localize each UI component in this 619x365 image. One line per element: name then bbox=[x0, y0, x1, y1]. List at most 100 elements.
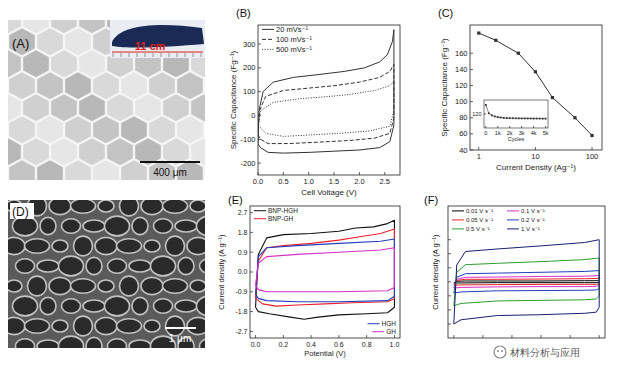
marker bbox=[512, 117, 514, 119]
legend-label: 0.05 V s⁻¹ bbox=[466, 217, 493, 223]
y-tick bbox=[448, 267, 451, 268]
legend-swatch bbox=[254, 218, 266, 219]
pore bbox=[8, 317, 25, 334]
series-line bbox=[454, 278, 599, 285]
chart: 110100406080100120140160Current Density … bbox=[438, 7, 602, 172]
x-tick-label: 0.0 bbox=[253, 177, 263, 186]
foam-cell bbox=[8, 159, 36, 180]
y-tick-label: 200 bbox=[243, 63, 256, 72]
pore bbox=[175, 300, 197, 312]
y-tick-label: 0.0 bbox=[238, 268, 248, 275]
pore bbox=[95, 237, 117, 254]
y-tick-label: 1.8 bbox=[238, 229, 248, 236]
pore bbox=[141, 277, 163, 294]
foam-cell bbox=[64, 159, 92, 180]
pore bbox=[108, 339, 127, 348]
chart: Current density (A g⁻¹)(F)0.01 V s⁻¹0.1 … bbox=[424, 194, 605, 338]
pore bbox=[62, 299, 81, 314]
sem-image-a: 11 cm bbox=[8, 20, 205, 180]
legend-label: 0.2 V s⁻¹ bbox=[521, 217, 545, 223]
x-tick bbox=[394, 335, 395, 338]
pore bbox=[13, 216, 38, 236]
marker bbox=[518, 117, 520, 119]
marker bbox=[477, 31, 480, 34]
x-tick-label: 2.0 bbox=[354, 177, 364, 186]
series-line bbox=[486, 105, 546, 119]
pore bbox=[49, 200, 71, 215]
pore bbox=[59, 336, 84, 348]
legend-label: 1 V s⁻¹ bbox=[521, 226, 540, 232]
pore bbox=[25, 239, 50, 254]
x-tick-label: 0.6 bbox=[334, 341, 344, 348]
y-tick-label: 140 bbox=[455, 65, 468, 74]
pore bbox=[144, 320, 160, 332]
legend-label: 100 mVs⁻¹ bbox=[276, 35, 313, 44]
inset-ruler-tick bbox=[145, 53, 146, 57]
x-tick bbox=[541, 335, 542, 338]
pore bbox=[187, 237, 205, 254]
series-group bbox=[256, 220, 395, 319]
x-tick-label: 3k bbox=[519, 130, 525, 136]
series-line bbox=[454, 258, 599, 306]
scale-bar-label: 1 μm bbox=[169, 333, 191, 344]
marker bbox=[527, 118, 529, 120]
pore bbox=[86, 337, 102, 348]
inset-ruler-tick bbox=[113, 53, 114, 57]
y-tick bbox=[470, 69, 473, 70]
marker bbox=[542, 118, 544, 120]
y-tick bbox=[448, 281, 451, 282]
legend: 0.01 V s⁻¹0.1 V s⁻¹0.05 V s⁻¹0.2 V s⁻¹0.… bbox=[452, 208, 545, 232]
marker bbox=[533, 118, 535, 120]
x-tick-label: 100 bbox=[586, 152, 599, 161]
x-tick bbox=[338, 335, 339, 338]
marker bbox=[530, 118, 532, 120]
series-group bbox=[454, 240, 599, 324]
legend-label: 0.01 V s⁻¹ bbox=[466, 208, 493, 214]
pore bbox=[16, 259, 35, 274]
y-tick bbox=[448, 295, 451, 296]
panel-label: (B) bbox=[236, 7, 251, 19]
pore bbox=[105, 296, 130, 316]
pore bbox=[105, 216, 130, 236]
inset-chart: 01k2k3k4k5k120Cycles bbox=[472, 100, 548, 142]
y-tick-label: 80 bbox=[459, 113, 467, 122]
series-line bbox=[256, 229, 395, 306]
marker bbox=[573, 116, 576, 119]
series-line bbox=[454, 281, 599, 283]
x-tick bbox=[570, 335, 571, 338]
pore bbox=[197, 296, 206, 316]
y-tick bbox=[250, 232, 253, 233]
plot-frame bbox=[250, 206, 400, 338]
legend-label: 500 mVs⁻¹ bbox=[276, 45, 313, 54]
y-axis-title: Specific Capacitance (Fg⁻¹) bbox=[229, 50, 238, 149]
pore bbox=[83, 220, 105, 232]
panel-label: (D) bbox=[12, 205, 29, 219]
pore bbox=[117, 319, 142, 334]
x-axis-title: Cell Voltage (V) bbox=[301, 188, 357, 197]
watermark-icon-dot bbox=[501, 350, 503, 352]
pore bbox=[13, 296, 38, 316]
y-tick-label: 120 bbox=[472, 111, 481, 117]
marker bbox=[500, 117, 502, 119]
pore bbox=[98, 200, 114, 212]
panel-label: (C) bbox=[438, 7, 453, 19]
marker bbox=[506, 117, 508, 119]
pore bbox=[40, 217, 56, 234]
y-tick-label: -1.8 bbox=[235, 308, 247, 315]
legend-label: GH bbox=[386, 328, 396, 335]
inset-ruler-tick bbox=[193, 53, 194, 57]
legend-label: 0.1 V s⁻¹ bbox=[521, 208, 545, 214]
legend-swatch bbox=[262, 39, 274, 40]
pore bbox=[154, 219, 173, 234]
label-background bbox=[10, 203, 34, 219]
x-tick bbox=[283, 335, 284, 338]
legend-label: 20 mVs⁻¹ bbox=[276, 25, 308, 34]
y-tick-label: -0.9 bbox=[235, 288, 247, 295]
y-tick bbox=[448, 323, 451, 324]
series-line bbox=[454, 240, 599, 324]
figure: 11 cm(A)400 μm(D)1 μm0.00.51.01.52.02.5-… bbox=[0, 0, 619, 365]
pore bbox=[37, 260, 59, 272]
y-axis-title: Current density (A g⁻¹) bbox=[431, 234, 440, 310]
watermark-text: 材料分析与应用 bbox=[509, 347, 580, 358]
pore bbox=[117, 239, 142, 254]
